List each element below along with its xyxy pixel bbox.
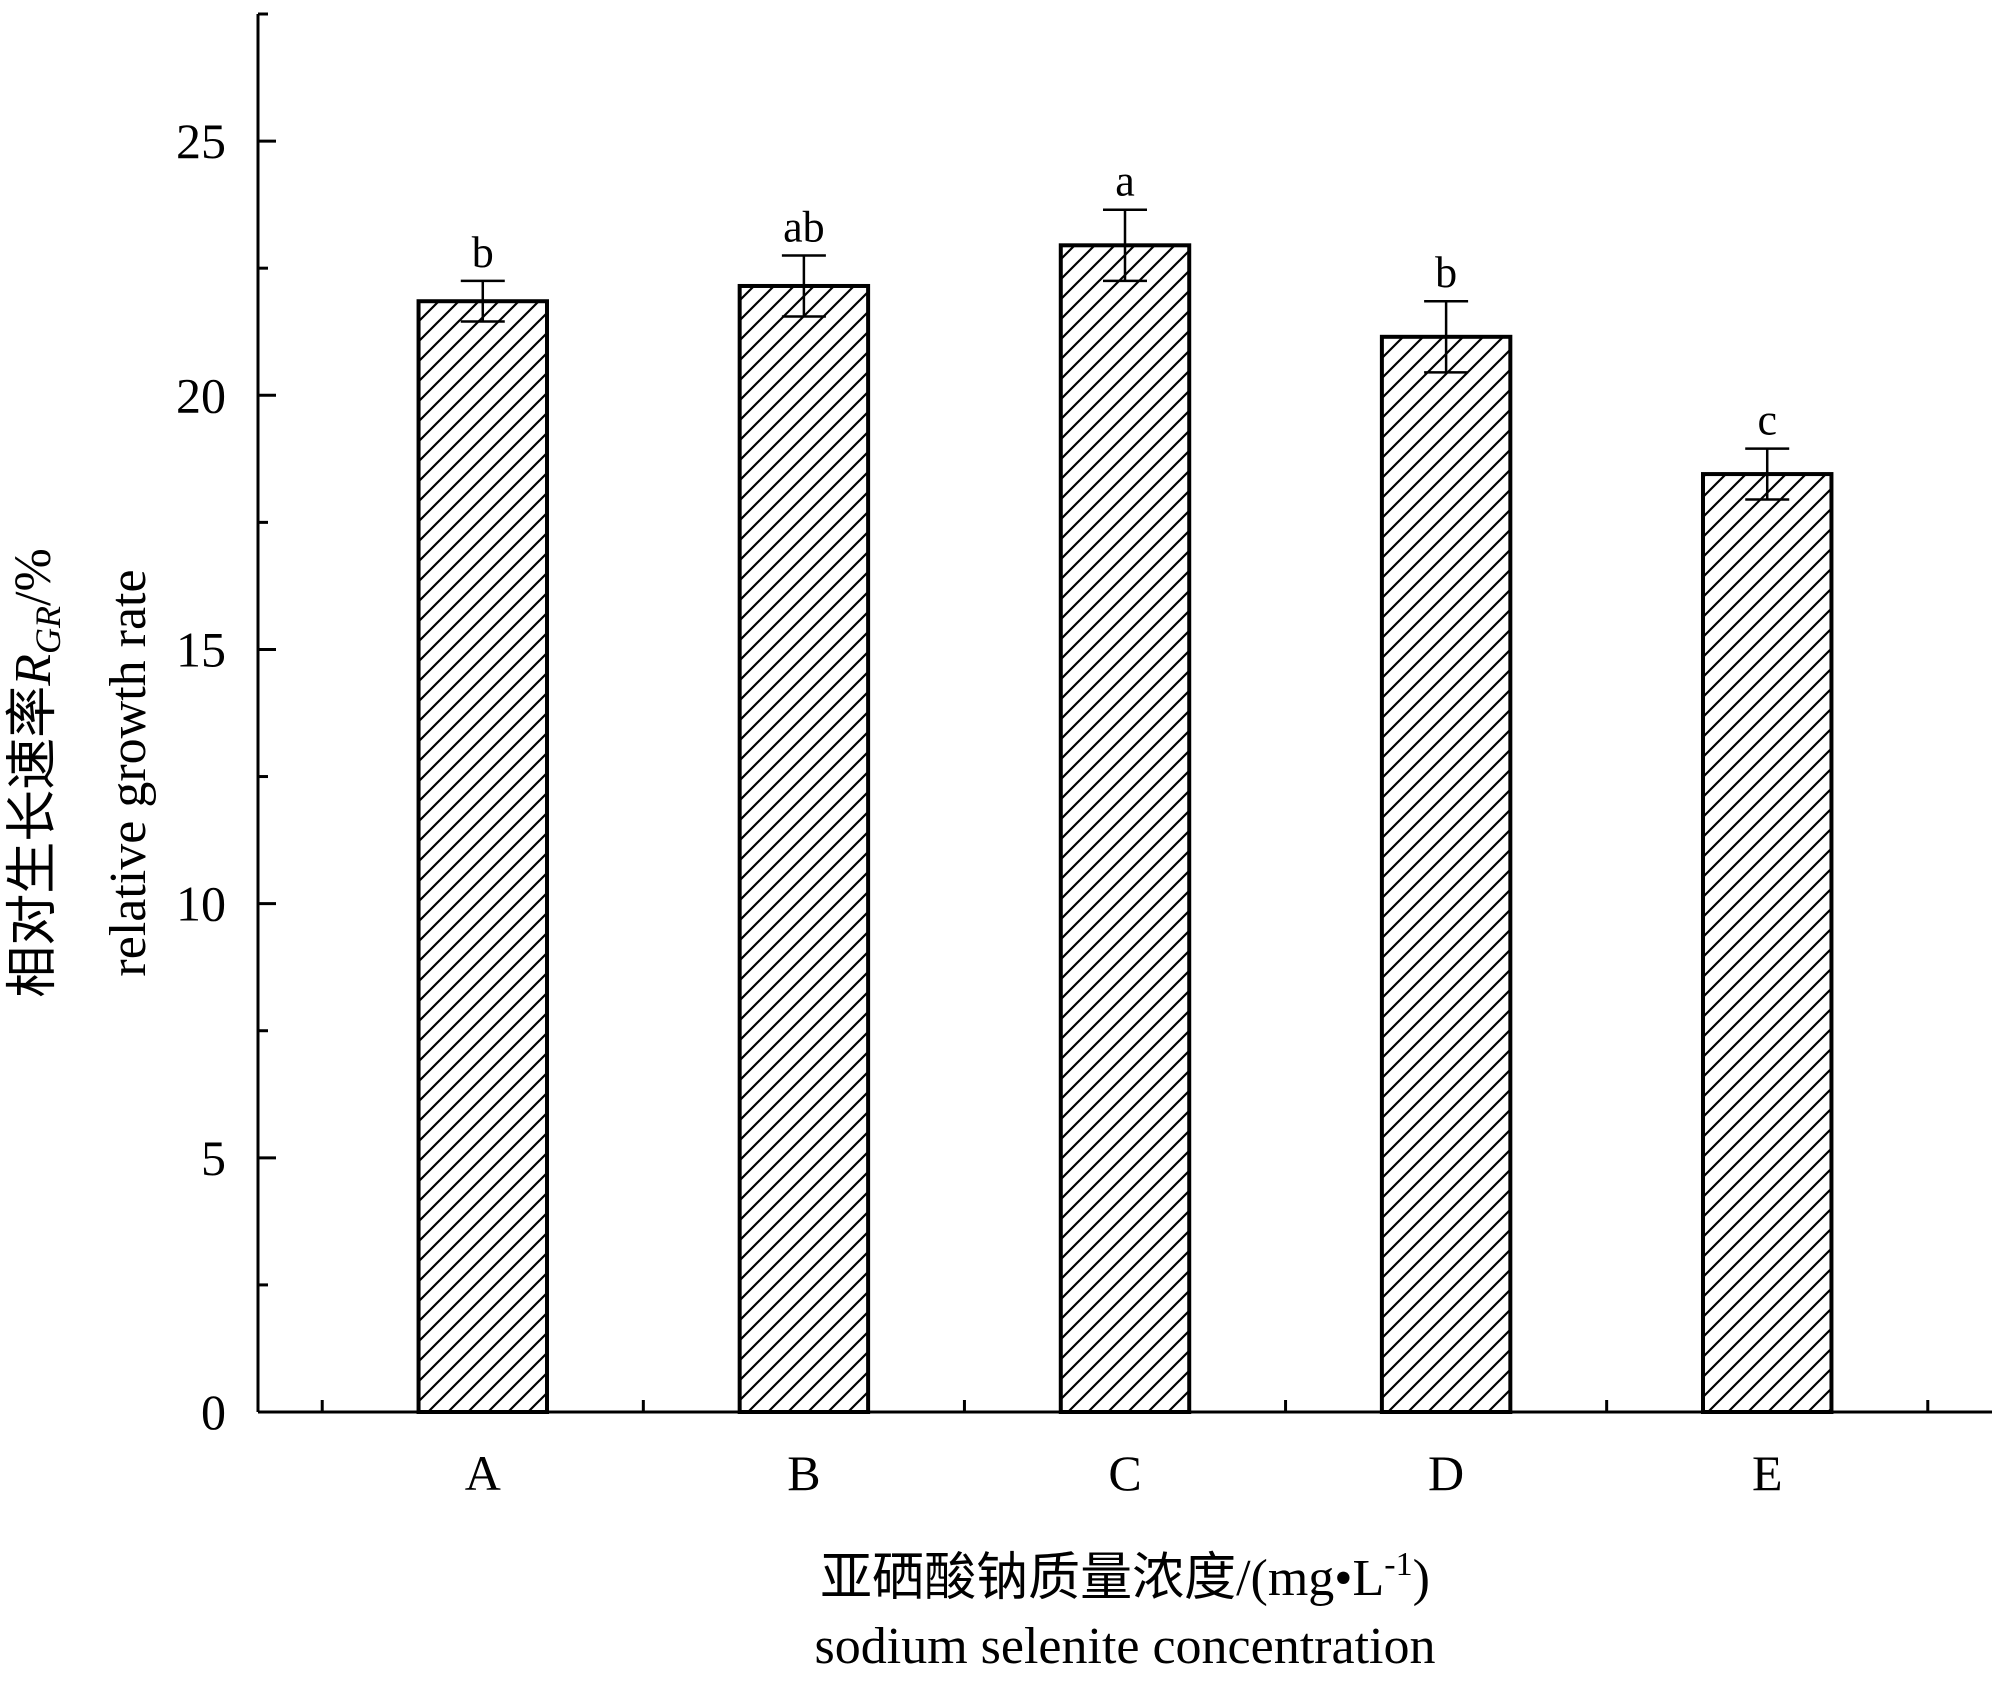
x-axis-title-superscript: -1 <box>1384 1546 1412 1583</box>
x-tick-label-B: B <box>787 1445 820 1501</box>
y-tick-label: 25 <box>176 113 226 169</box>
significance-label-C: a <box>1115 157 1135 206</box>
x-tick-label-E: E <box>1752 1445 1783 1501</box>
significance-label-E: c <box>1757 396 1777 445</box>
x-axis-title-cn-text: 亚硒酸钠质量浓度/(mg•L <box>820 1550 1384 1607</box>
y-tick-label: 10 <box>176 876 226 932</box>
labels-layer: 0 5 10 15 20 25 b Aab Ba Cb Dc E <box>176 113 1782 1501</box>
y-axis-title: 相对生长速率RGR/% relative growth rate <box>5 548 157 998</box>
y-tick-label: 15 <box>176 621 226 677</box>
bar-C <box>1058 243 1192 1415</box>
y-axis-title-en: relative growth rate <box>100 569 157 976</box>
x-tick-label-C: C <box>1108 1445 1141 1501</box>
bar-E <box>1701 472 1834 1414</box>
y-axis-title-symbol: R <box>5 654 62 687</box>
x-tick-label-D: D <box>1428 1445 1464 1501</box>
significance-label-B: ab <box>783 202 825 251</box>
bar-D <box>1379 334 1513 1414</box>
x-axis-title-cn: 亚硒酸钠质量浓度/(mg•L-1) <box>820 1546 1430 1607</box>
significance-label-D: b <box>1435 248 1457 297</box>
y-axis-title-unit: /% <box>5 548 62 606</box>
x-axis-title-close: ) <box>1413 1550 1430 1607</box>
error-bars-layer <box>460 208 1790 501</box>
bar-B <box>737 283 871 1415</box>
y-axis-title-cn-text: 相对生长速率 <box>5 686 62 998</box>
y-tick-label: 5 <box>201 1130 226 1186</box>
x-axis-title: 亚硒酸钠质量浓度/(mg•L-1) sodium selenite concen… <box>815 1546 1436 1675</box>
x-tick-label-A: A <box>465 1445 501 1501</box>
x-axis-title-en: sodium selenite concentration <box>815 1618 1436 1675</box>
y-axis-title-cn: 相对生长速率RGR/% <box>5 548 68 998</box>
bars-layer <box>416 243 1834 1415</box>
bar-A <box>416 299 549 1414</box>
significance-label-A: b <box>472 228 494 277</box>
ticks-layer <box>258 12 1930 1414</box>
y-tick-label: 0 <box>201 1384 226 1440</box>
axes-layer <box>256 14 1992 1414</box>
y-tick-label: 20 <box>176 367 226 423</box>
y-axis-title-subscript: GR <box>28 606 68 654</box>
